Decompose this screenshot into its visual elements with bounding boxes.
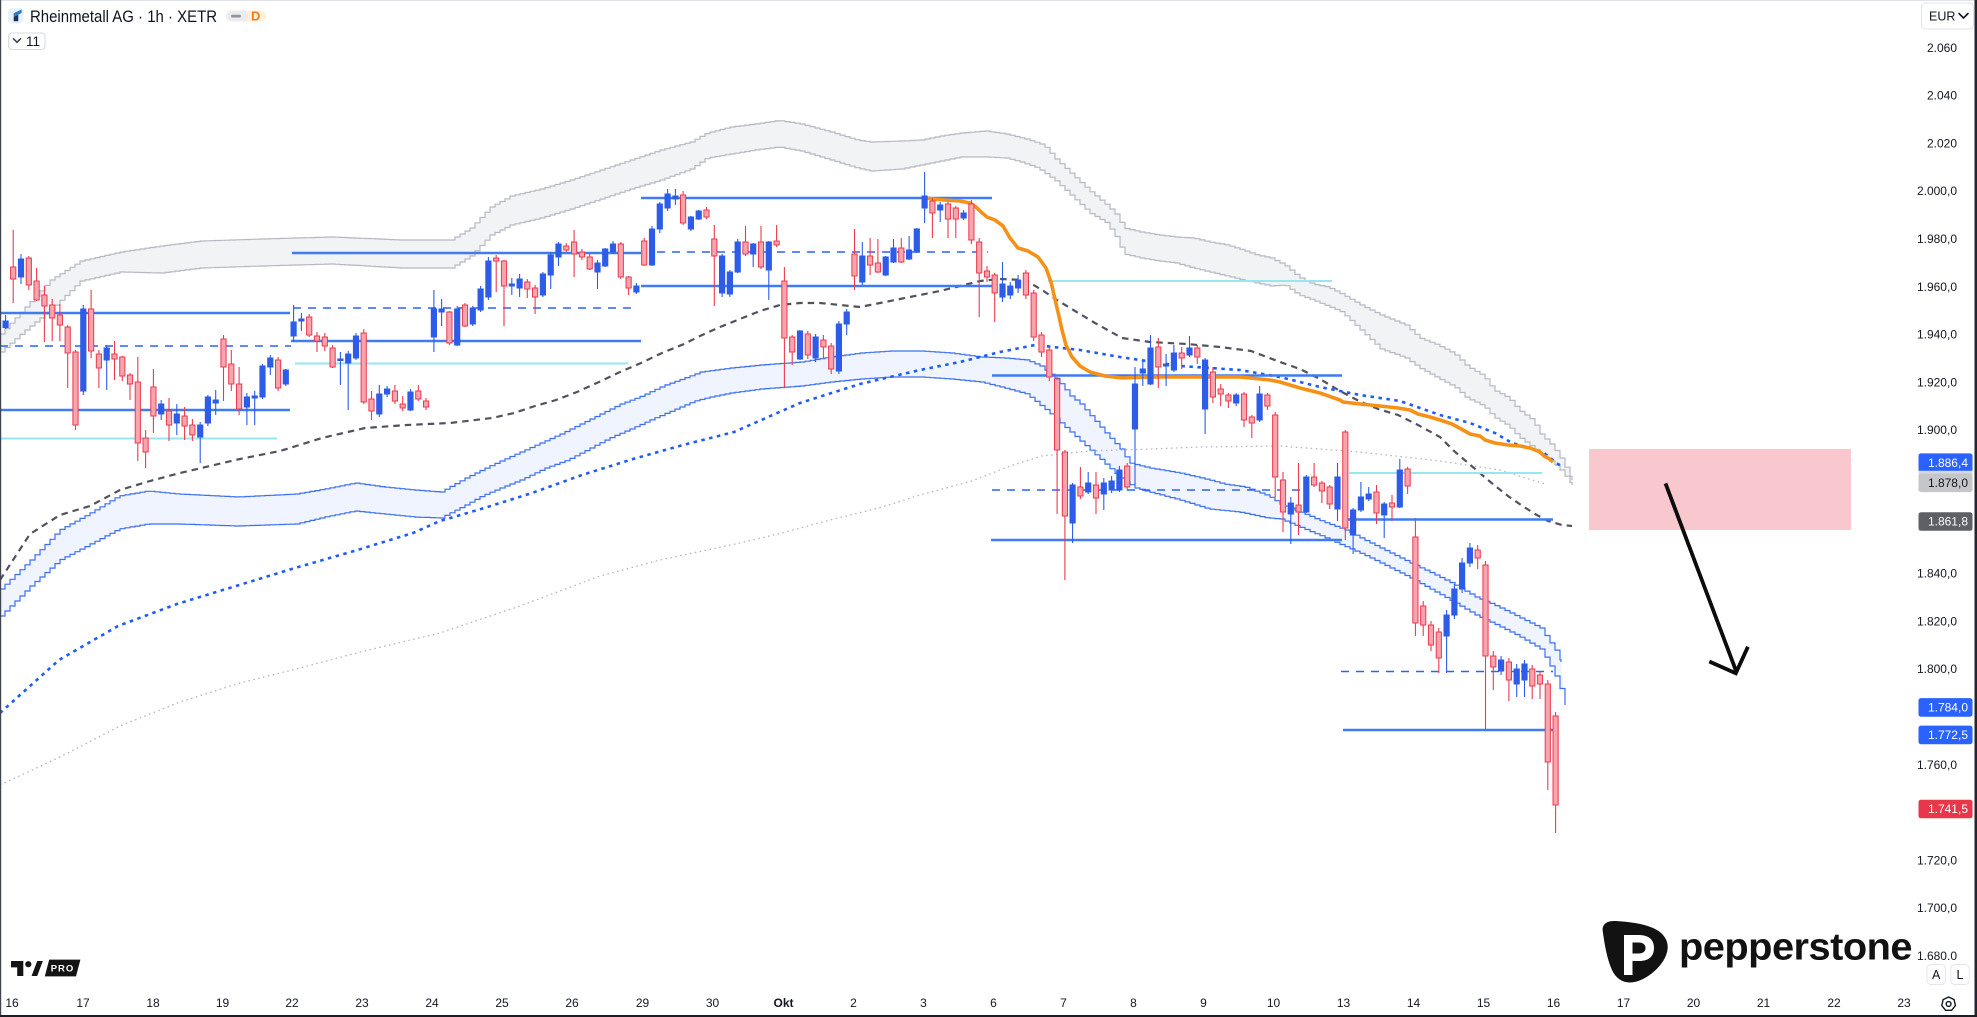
svg-text:1.680.0: 1.680.0 — [1917, 949, 1957, 963]
svg-text:1.800,0: 1.800,0 — [1917, 662, 1957, 676]
svg-text:10: 10 — [1267, 996, 1281, 1010]
svg-text:2.060: 2.060 — [1927, 41, 1957, 55]
svg-text:8: 8 — [1130, 996, 1137, 1010]
svg-text:21: 21 — [1757, 996, 1771, 1010]
svg-text:1.700,0: 1.700,0 — [1917, 901, 1957, 915]
svg-text:24: 24 — [425, 996, 439, 1010]
svg-text:2.040: 2.040 — [1927, 89, 1957, 103]
svg-text:16: 16 — [5, 996, 19, 1010]
svg-text:19: 19 — [216, 996, 230, 1010]
svg-text:18: 18 — [146, 996, 160, 1010]
svg-text:9: 9 — [1200, 996, 1207, 1010]
svg-text:20: 20 — [1687, 996, 1701, 1010]
svg-text:26: 26 — [565, 996, 579, 1010]
svg-text:Okt: Okt — [773, 996, 793, 1010]
svg-text:1.784,0: 1.784,0 — [1928, 701, 1968, 715]
svg-text:1.840,0: 1.840,0 — [1917, 567, 1957, 581]
svg-text:2.000,0: 2.000,0 — [1917, 184, 1957, 198]
svg-text:EUR: EUR — [1929, 10, 1955, 24]
svg-text:23: 23 — [355, 996, 369, 1010]
svg-text:30: 30 — [706, 996, 720, 1010]
svg-text:14: 14 — [1407, 996, 1421, 1010]
svg-text:15: 15 — [1477, 996, 1491, 1010]
svg-text:11: 11 — [26, 34, 40, 49]
svg-text:1.900,0: 1.900,0 — [1917, 423, 1957, 437]
svg-text:17: 17 — [1617, 996, 1631, 1010]
svg-text:1.920,0: 1.920,0 — [1917, 375, 1957, 389]
svg-text:17: 17 — [76, 996, 90, 1010]
svg-text:PRO: PRO — [51, 964, 75, 975]
svg-text:Rheinmetall AG · 1h · XETR: Rheinmetall AG · 1h · XETR — [30, 7, 217, 26]
svg-text:29: 29 — [636, 996, 650, 1010]
svg-text:6: 6 — [990, 996, 997, 1010]
svg-text:7: 7 — [1060, 996, 1067, 1010]
svg-text:1.741,5: 1.741,5 — [1928, 802, 1968, 816]
svg-text:1.772,5: 1.772,5 — [1928, 728, 1968, 742]
svg-text:1.940,0: 1.940,0 — [1917, 328, 1957, 342]
svg-text:1.820,0: 1.820,0 — [1917, 614, 1957, 628]
svg-text:3: 3 — [920, 996, 927, 1010]
svg-text:D: D — [251, 8, 260, 23]
svg-text:1.878,0: 1.878,0 — [1928, 476, 1968, 490]
svg-text:16: 16 — [1547, 996, 1561, 1010]
svg-text:A: A — [1932, 968, 1941, 982]
svg-text:22: 22 — [285, 996, 299, 1010]
svg-text:13: 13 — [1337, 996, 1351, 1010]
svg-text:1.886,4: 1.886,4 — [1928, 456, 1968, 470]
svg-text:pepperstone: pepperstone — [1679, 927, 1912, 969]
svg-text:1.720,0: 1.720,0 — [1917, 853, 1957, 867]
svg-text:23: 23 — [1897, 996, 1911, 1010]
svg-text:L: L — [1957, 968, 1964, 982]
svg-text:1.960,0: 1.960,0 — [1917, 280, 1957, 294]
svg-text:1.861,8: 1.861,8 — [1928, 515, 1968, 529]
svg-text:25: 25 — [495, 996, 509, 1010]
svg-text:2.020: 2.020 — [1927, 136, 1957, 150]
svg-text:1.760,0: 1.760,0 — [1917, 758, 1957, 772]
svg-text:2: 2 — [850, 996, 857, 1010]
svg-text:22: 22 — [1827, 996, 1841, 1010]
svg-text:1.980,0: 1.980,0 — [1917, 232, 1957, 246]
